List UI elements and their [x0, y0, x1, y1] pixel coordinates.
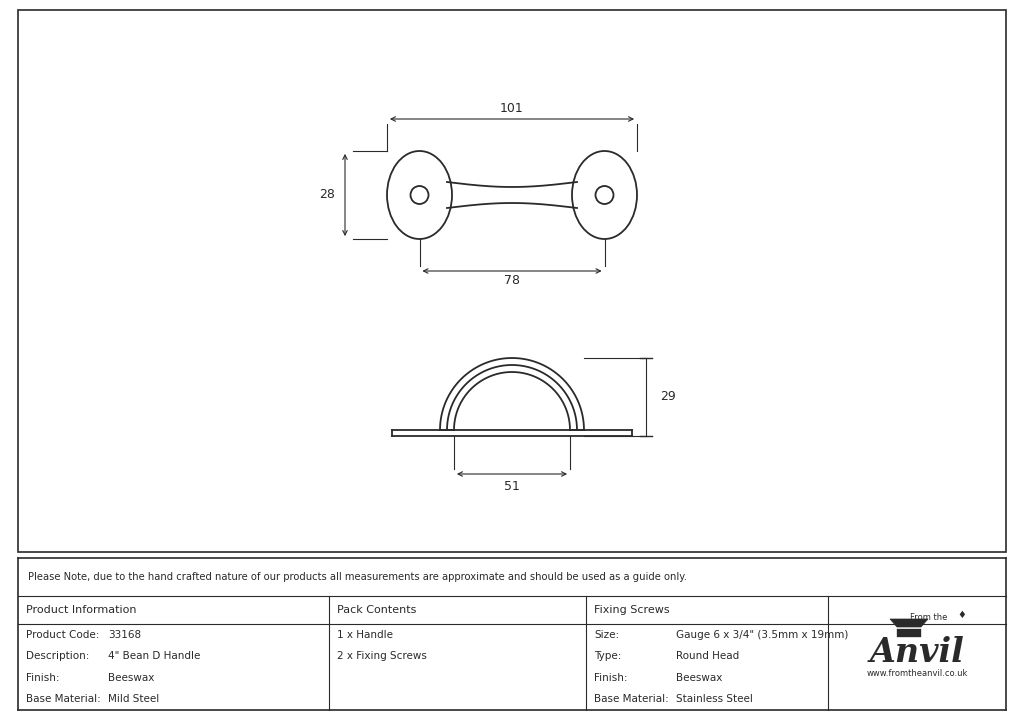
Text: 33168: 33168 — [108, 630, 141, 640]
Text: Size:: Size: — [594, 630, 620, 640]
Text: 2 x Fixing Screws: 2 x Fixing Screws — [337, 651, 427, 661]
Text: Base Material:: Base Material: — [594, 695, 669, 704]
Text: Pack Contents: Pack Contents — [337, 605, 417, 615]
Text: Description:: Description: — [26, 651, 89, 661]
Text: Product Information: Product Information — [26, 605, 136, 615]
Text: Base Material:: Base Material: — [26, 695, 100, 704]
Text: Round Head: Round Head — [676, 651, 739, 661]
Text: Beeswax: Beeswax — [676, 673, 722, 683]
Text: 101: 101 — [500, 103, 524, 116]
Text: Type:: Type: — [594, 651, 622, 661]
Text: Anvil: Anvil — [869, 636, 965, 669]
Text: Gauge 6 x 3/4" (3.5mm x 19mm): Gauge 6 x 3/4" (3.5mm x 19mm) — [676, 630, 848, 640]
Text: 29: 29 — [660, 390, 676, 403]
Text: Beeswax: Beeswax — [108, 673, 155, 683]
Text: ♦: ♦ — [957, 610, 967, 620]
Text: 51: 51 — [504, 480, 520, 493]
Text: www.fromtheanvil.co.uk: www.fromtheanvil.co.uk — [866, 669, 968, 677]
Bar — [18, 10, 1006, 552]
Text: Finish:: Finish: — [594, 673, 628, 683]
Text: 78: 78 — [504, 275, 520, 288]
Text: Please Note, due to the hand crafted nature of our products all measurements are: Please Note, due to the hand crafted nat… — [28, 572, 687, 582]
Text: Fixing Screws: Fixing Screws — [594, 605, 670, 615]
Text: 28: 28 — [319, 188, 335, 201]
Text: From the: From the — [910, 613, 947, 622]
Text: 4" Bean D Handle: 4" Bean D Handle — [108, 651, 201, 661]
Text: Stainless Steel: Stainless Steel — [676, 695, 753, 704]
Text: Product Code:: Product Code: — [26, 630, 99, 640]
Text: Finish:: Finish: — [26, 673, 59, 683]
Text: Mild Steel: Mild Steel — [108, 695, 160, 704]
Polygon shape — [890, 619, 928, 627]
Text: 1 x Handle: 1 x Handle — [337, 630, 393, 640]
